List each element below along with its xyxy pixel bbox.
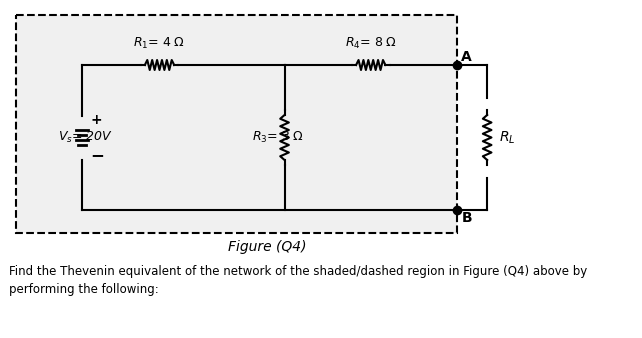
Text: Find the Thevenin equivalent of the network of the shaded/dashed region in Figur: Find the Thevenin equivalent of the netw… xyxy=(8,266,587,279)
Text: $V_s$= 20V: $V_s$= 20V xyxy=(58,130,113,145)
Text: $R_3$= 3 Ω: $R_3$= 3 Ω xyxy=(252,130,304,145)
Bar xyxy=(15,15,457,233)
Text: Figure (Q4): Figure (Q4) xyxy=(228,240,306,254)
Text: +: + xyxy=(91,113,102,126)
Text: performing the following:: performing the following: xyxy=(8,284,159,296)
Text: A: A xyxy=(462,50,472,64)
Text: −: − xyxy=(91,146,105,165)
Text: $R_L$: $R_L$ xyxy=(499,129,516,146)
Text: B: B xyxy=(462,211,472,225)
Text: $R_4$= 8 Ω: $R_4$= 8 Ω xyxy=(345,35,397,51)
Text: $R_1$= 4 Ω: $R_1$= 4 Ω xyxy=(134,35,186,51)
